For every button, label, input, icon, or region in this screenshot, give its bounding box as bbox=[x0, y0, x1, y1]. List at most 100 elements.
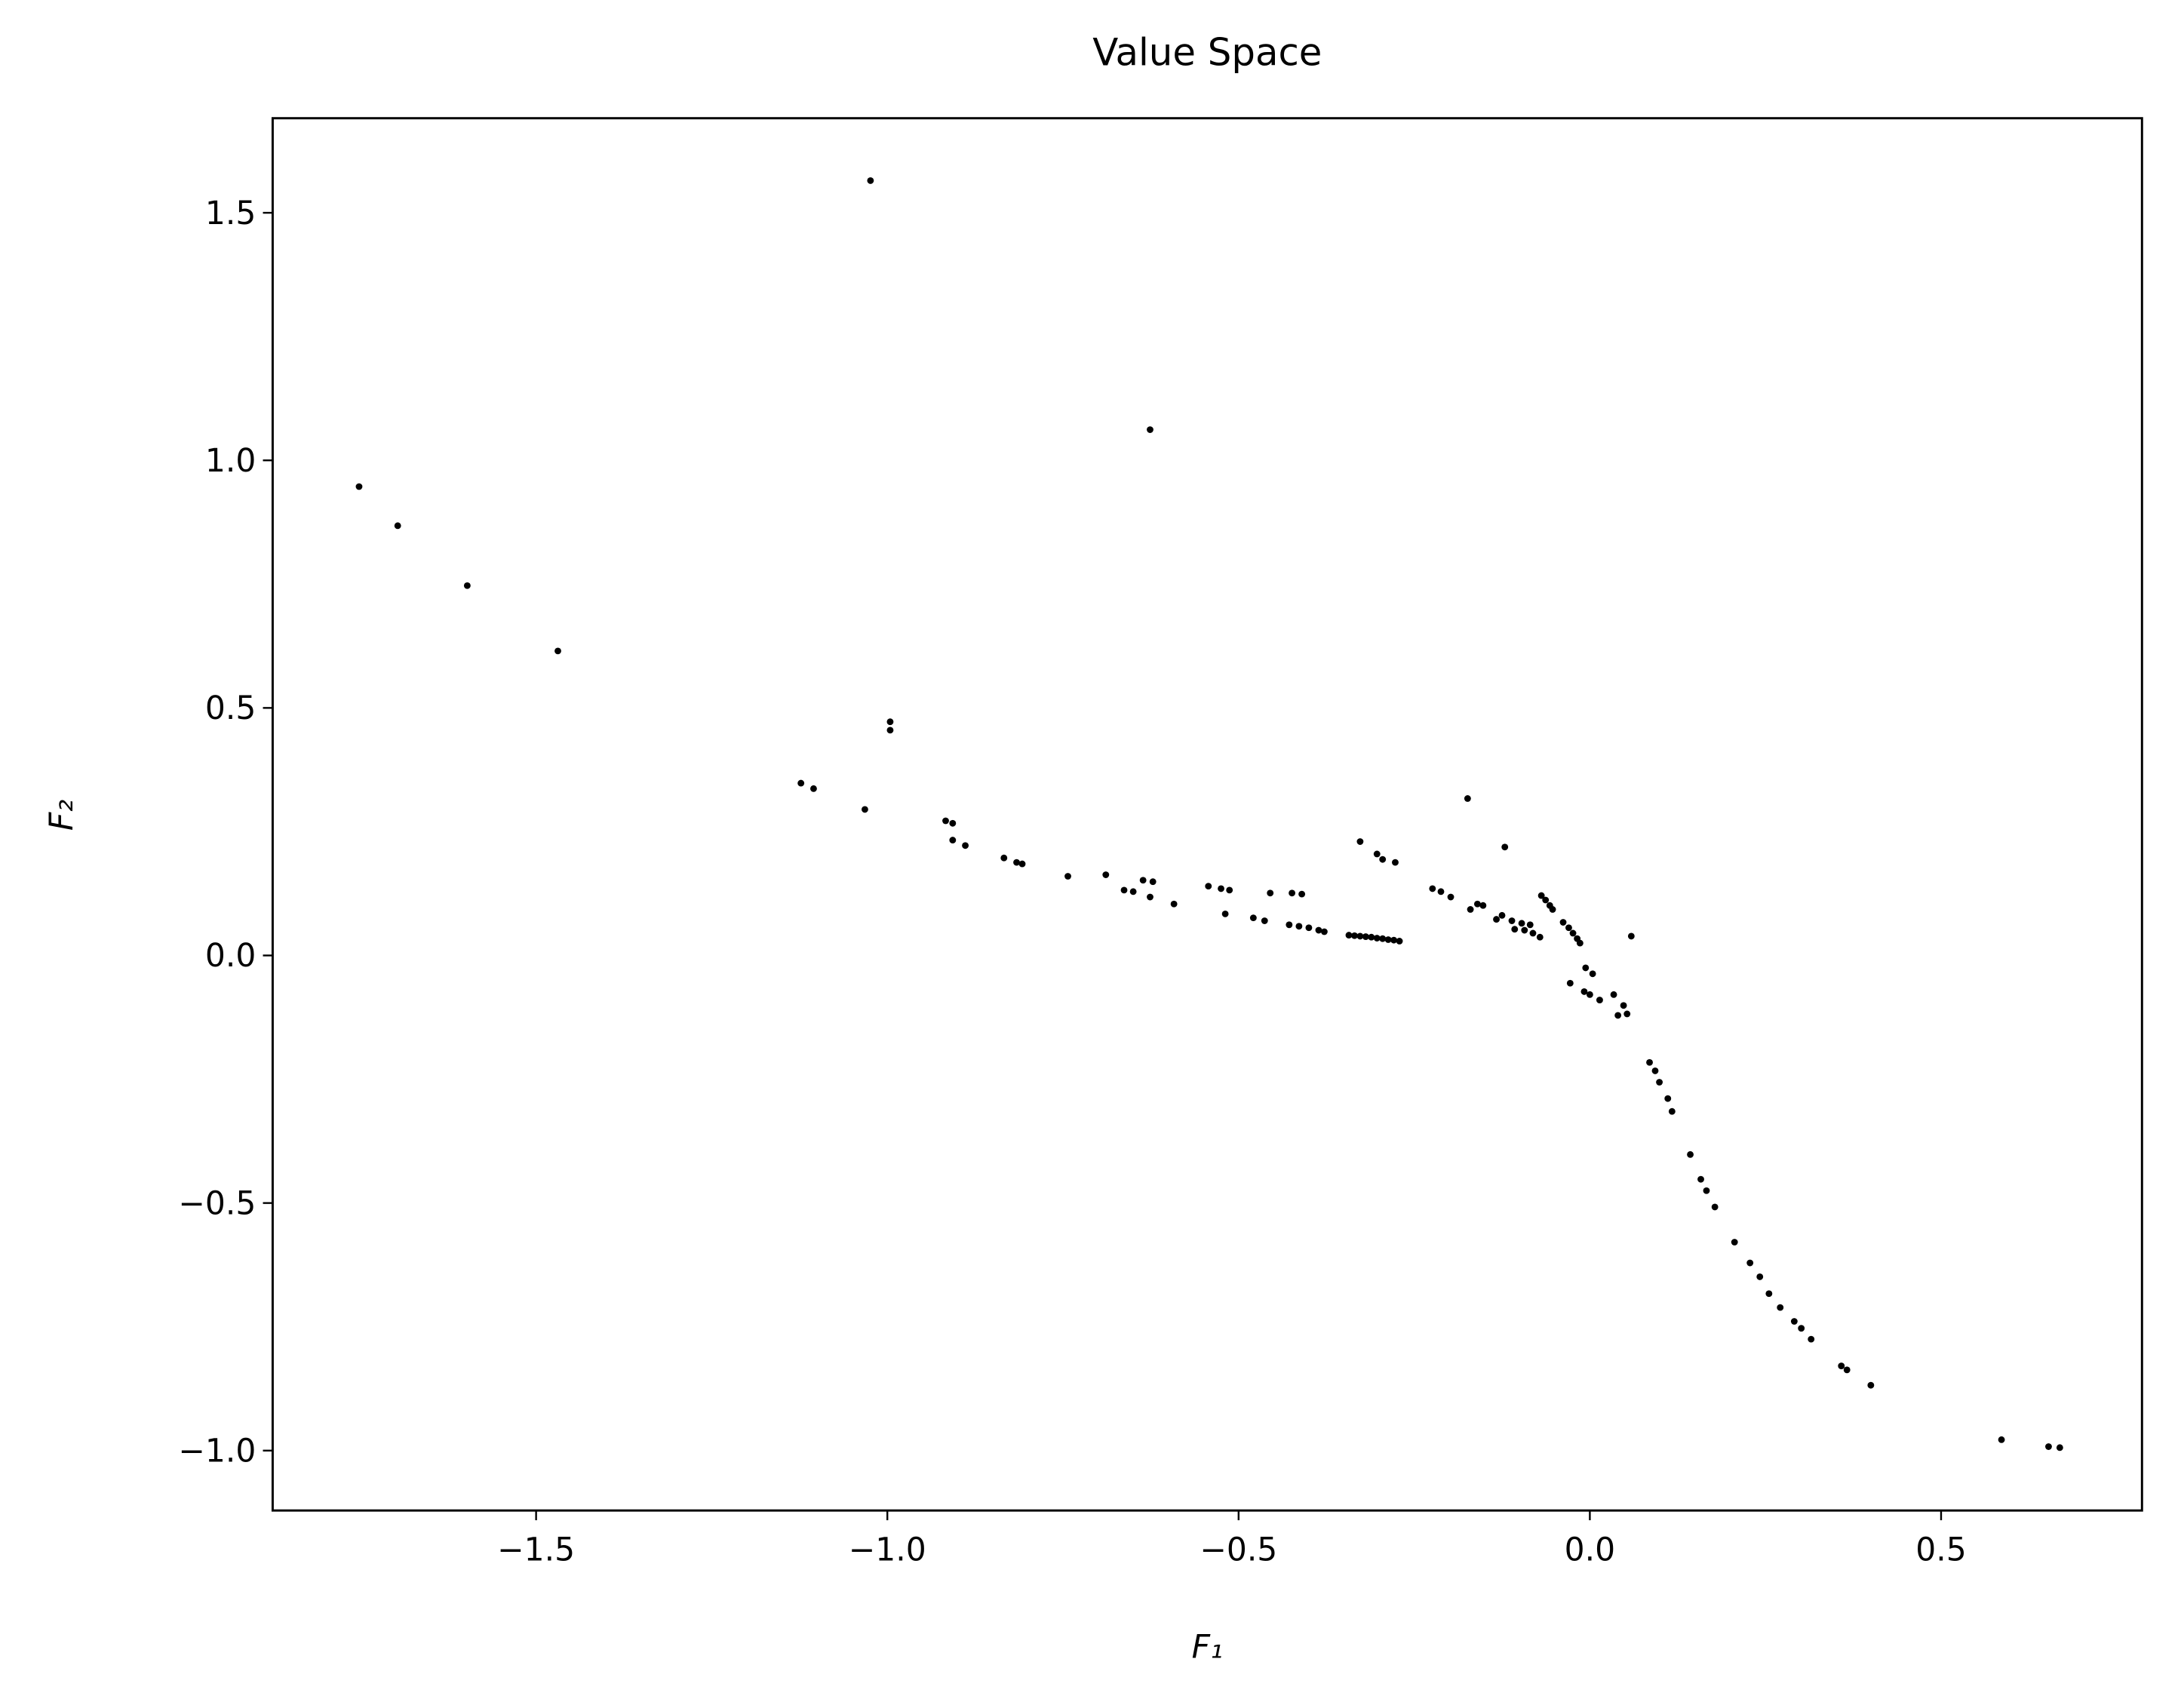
point bbox=[1473, 900, 1481, 908]
point bbox=[1549, 906, 1556, 913]
point bbox=[1396, 938, 1403, 945]
point bbox=[1064, 873, 1071, 880]
point bbox=[1139, 877, 1147, 884]
point bbox=[1668, 1107, 1676, 1115]
x-tick-label: −1.0 bbox=[849, 1531, 926, 1568]
point bbox=[1000, 854, 1008, 862]
point bbox=[1429, 885, 1436, 892]
point bbox=[1565, 924, 1572, 932]
point bbox=[1569, 929, 1577, 937]
point bbox=[1479, 902, 1487, 909]
point bbox=[1610, 991, 1617, 998]
point bbox=[861, 806, 868, 813]
point bbox=[1320, 928, 1328, 935]
point bbox=[1703, 1187, 1710, 1194]
point bbox=[1295, 923, 1303, 930]
point bbox=[1646, 1058, 1653, 1066]
point bbox=[867, 177, 874, 184]
chart-title: Value Space bbox=[1092, 31, 1322, 75]
point bbox=[1379, 856, 1387, 863]
point bbox=[1129, 888, 1137, 895]
point bbox=[394, 522, 401, 530]
point bbox=[1351, 932, 1358, 939]
point bbox=[1102, 871, 1110, 878]
point bbox=[962, 842, 969, 849]
point bbox=[810, 785, 817, 792]
y-tick-label: 0.5 bbox=[205, 690, 256, 727]
point bbox=[1511, 926, 1519, 933]
point bbox=[1267, 889, 1274, 897]
point bbox=[1731, 1239, 1738, 1246]
plot-area: −1.5 −1.0 −0.5 0.0 0.5 −1.0 −0.5 0.0 0.5 1.0 1.5 bbox=[178, 177, 2063, 1568]
point bbox=[1521, 926, 1528, 934]
point bbox=[1566, 979, 1574, 987]
point bbox=[1356, 932, 1364, 940]
point bbox=[1697, 1175, 1704, 1183]
point bbox=[1777, 1304, 1784, 1311]
point bbox=[1508, 917, 1516, 924]
point bbox=[1467, 906, 1474, 913]
y-tick-label: 0.0 bbox=[205, 937, 256, 974]
y-axis-label: F₂ bbox=[43, 800, 80, 831]
point bbox=[1384, 936, 1392, 943]
point bbox=[463, 582, 471, 589]
point bbox=[1373, 850, 1381, 858]
point bbox=[1289, 889, 1295, 897]
x-tick-label: −1.5 bbox=[497, 1531, 575, 1568]
point bbox=[1447, 893, 1455, 901]
point bbox=[1798, 1325, 1805, 1332]
point bbox=[1765, 1290, 1773, 1298]
point bbox=[1120, 886, 1128, 894]
point bbox=[1756, 1273, 1764, 1280]
point bbox=[1205, 883, 1212, 890]
point bbox=[1345, 932, 1353, 939]
point bbox=[1373, 935, 1381, 942]
point bbox=[1711, 1203, 1719, 1211]
point bbox=[1790, 1318, 1798, 1325]
point bbox=[1580, 988, 1588, 995]
point bbox=[1664, 1095, 1672, 1102]
point bbox=[1518, 920, 1525, 927]
y-tick-label: −0.5 bbox=[178, 1184, 256, 1221]
point bbox=[1379, 935, 1387, 942]
point bbox=[1526, 921, 1534, 929]
point bbox=[886, 727, 894, 734]
point bbox=[355, 483, 363, 490]
point bbox=[1559, 919, 1567, 926]
point bbox=[1013, 859, 1020, 866]
point bbox=[886, 718, 894, 726]
point bbox=[1221, 910, 1229, 917]
point bbox=[1170, 900, 1178, 908]
point bbox=[1356, 838, 1364, 845]
point bbox=[1498, 911, 1506, 919]
y-tick-label: −1.0 bbox=[178, 1433, 256, 1470]
point bbox=[1147, 893, 1153, 901]
point bbox=[1843, 1366, 1851, 1374]
point bbox=[1298, 890, 1306, 898]
x-tick-label: 0.0 bbox=[1565, 1531, 1615, 1568]
point bbox=[1249, 914, 1257, 922]
point bbox=[1582, 964, 1590, 972]
point bbox=[1529, 929, 1537, 937]
point bbox=[1687, 1150, 1694, 1158]
point bbox=[1656, 1079, 1663, 1086]
point bbox=[1589, 970, 1596, 978]
point bbox=[1018, 860, 1026, 868]
point bbox=[1286, 921, 1293, 929]
point bbox=[949, 837, 957, 844]
point bbox=[1149, 878, 1157, 886]
point bbox=[1501, 843, 1509, 851]
point bbox=[1368, 933, 1375, 941]
y-tick-label: 1.5 bbox=[205, 195, 256, 232]
point bbox=[1218, 885, 1224, 892]
point bbox=[1537, 892, 1545, 899]
x-axis-label: F₁ bbox=[1192, 1629, 1223, 1666]
point bbox=[1147, 426, 1153, 433]
y-tick-label: 1.0 bbox=[205, 442, 256, 479]
point bbox=[1305, 924, 1313, 932]
point bbox=[1808, 1335, 1815, 1343]
point bbox=[1226, 886, 1233, 894]
x-tick-label: −0.5 bbox=[1200, 1531, 1277, 1568]
point bbox=[1542, 896, 1550, 904]
